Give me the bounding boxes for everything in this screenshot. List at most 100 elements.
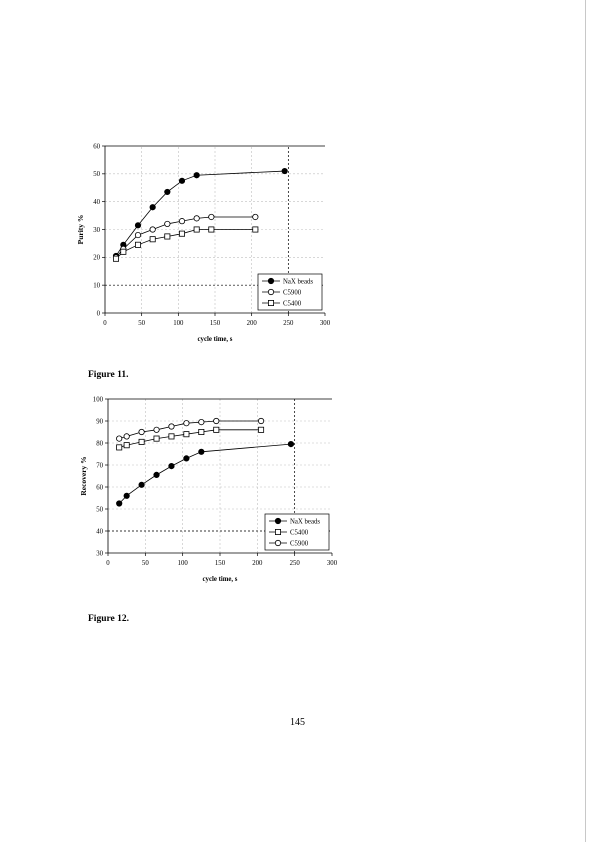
data-point <box>213 417 220 425</box>
x-axis-label: cycle time, s <box>198 336 233 343</box>
data-point <box>138 438 145 445</box>
x-tick-label: 300 <box>320 320 331 327</box>
legend-marker <box>274 528 281 535</box>
data-point <box>113 255 120 262</box>
data-point <box>138 481 145 488</box>
legend-marker <box>267 299 274 306</box>
series-c5900 <box>116 417 265 442</box>
legend-label: NaX beads <box>283 278 313 285</box>
y-axis-label: Recovery % <box>79 456 88 495</box>
data-point <box>183 455 190 462</box>
data-point <box>116 500 123 507</box>
y-tick-label: 70 <box>96 462 103 469</box>
data-point <box>120 248 127 255</box>
data-point <box>213 426 220 433</box>
data-point <box>134 231 142 239</box>
figure-caption-12: Figure 12. <box>88 614 129 624</box>
data-point <box>138 428 145 436</box>
figure-caption-11: Figure 11. <box>88 370 129 380</box>
data-point <box>134 222 142 229</box>
y-tick-label: 30 <box>93 227 100 234</box>
series-c5400 <box>116 426 265 451</box>
data-point <box>178 218 186 225</box>
data-point <box>193 172 200 179</box>
legend-label: C5900 <box>290 540 309 547</box>
data-point <box>149 236 156 243</box>
data-point <box>116 435 123 442</box>
data-point <box>164 188 171 196</box>
x-tick-label: 0 <box>106 560 110 567</box>
x-tick-label: 100 <box>178 560 189 567</box>
data-point <box>257 417 265 425</box>
y-tick-label: 40 <box>93 199 100 206</box>
y-tick-label: 60 <box>93 143 100 150</box>
data-point <box>198 418 205 426</box>
data-point <box>116 444 123 451</box>
x-tick-label: 300 <box>327 560 338 567</box>
y-tick-label: 40 <box>96 528 103 535</box>
data-point <box>149 204 156 211</box>
x-tick-label: 0 <box>103 320 107 327</box>
data-point <box>281 167 288 175</box>
data-point <box>168 433 175 440</box>
series-c5900 <box>112 213 259 261</box>
y-tick-label: 20 <box>93 255 100 262</box>
data-point <box>179 230 186 237</box>
y-tick-label: 10 <box>93 282 100 289</box>
x-tick-label: 100 <box>173 320 184 327</box>
y-tick-label: 80 <box>96 440 103 447</box>
y-tick-label: 0 <box>97 310 101 317</box>
data-point <box>193 226 200 233</box>
legend-marker <box>267 277 275 285</box>
data-point <box>193 215 200 222</box>
data-point <box>153 426 160 433</box>
data-point <box>135 241 142 248</box>
data-point <box>183 431 190 438</box>
y-tick-label: 50 <box>96 506 103 513</box>
data-point <box>164 220 171 228</box>
y-tick-label: 100 <box>93 396 104 403</box>
y-tick-label: 90 <box>96 418 103 425</box>
data-point <box>252 213 259 221</box>
data-point <box>252 226 259 233</box>
legend-marker <box>274 517 282 525</box>
purity-chart: 0 10 20 30 40 50 60 0 50 100 150 200 250 300 cycle tim… <box>76 143 331 343</box>
x-tick-label: 250 <box>283 320 294 327</box>
x-tick-label: 150 <box>215 560 226 567</box>
data-point <box>183 420 190 427</box>
data-point <box>149 226 156 233</box>
data-point <box>164 233 171 240</box>
x-tick-label: 200 <box>247 320 258 327</box>
legend-label: C5400 <box>290 529 309 536</box>
legend-label: C5900 <box>283 289 302 296</box>
y-tick-label: 60 <box>96 484 103 491</box>
legend-marker <box>274 539 282 547</box>
series-line <box>118 443 291 504</box>
page-edge-line <box>585 0 586 842</box>
recovery-chart: 30 40 50 60 70 80 90 100 0 50 100 150 200 250 300 cycle… <box>79 396 338 583</box>
x-tick-label: 150 <box>210 320 221 327</box>
data-point <box>123 492 130 499</box>
data-point <box>287 440 295 448</box>
data-point <box>198 448 205 455</box>
data-point <box>258 426 265 433</box>
y-tick-label: 50 <box>93 171 100 178</box>
data-point <box>168 463 175 470</box>
series-c5400 <box>113 226 259 262</box>
x-axis-label: cycle time, s <box>203 576 238 583</box>
data-point <box>153 471 160 479</box>
legend-marker <box>267 288 275 296</box>
data-point <box>208 213 215 221</box>
data-point <box>178 177 186 184</box>
legend: NaX beads C5400 C5900 <box>264 513 330 551</box>
data-point <box>198 429 205 436</box>
data-point <box>208 226 215 233</box>
legend-label: NaX beads <box>290 518 320 525</box>
x-tick-label: 250 <box>290 560 301 567</box>
data-point <box>123 433 130 440</box>
data-point <box>123 442 130 449</box>
x-tick-label: 200 <box>252 560 263 567</box>
data-point <box>168 423 175 430</box>
x-tick-label: 50 <box>142 560 149 567</box>
y-tick-label: 30 <box>96 550 103 557</box>
